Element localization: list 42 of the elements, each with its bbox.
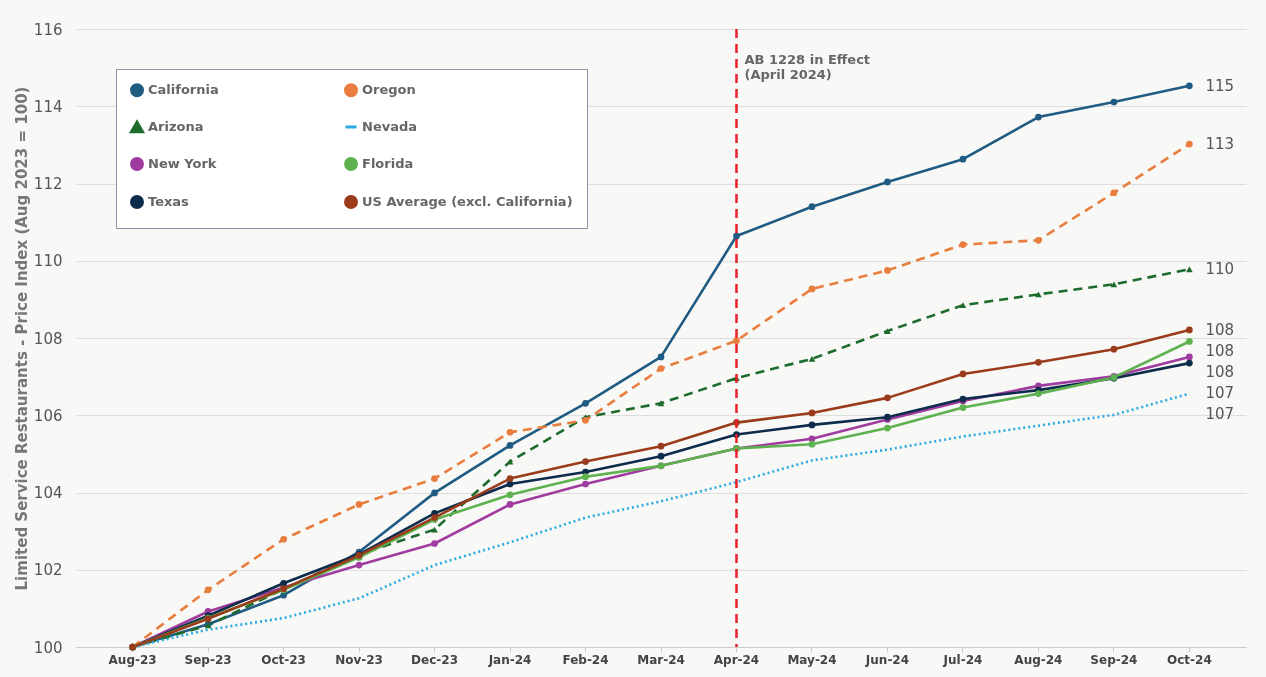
data-label: 110 [1205,260,1235,279]
y-tick-label: 110 [33,252,63,271]
x-tick-label: Dec-23 [411,652,458,667]
y-tick-label: 104 [33,484,63,502]
x-tick-label: Jul-24 [942,652,983,667]
y-tick-label: 116 [33,20,63,39]
data-label: 113 [1205,135,1235,154]
y-tick-label: 108 [33,329,63,348]
legend-label: US Average (excl. California) [362,194,573,209]
y-tick-label: 114 [33,97,63,116]
legend-label: Oregon [362,82,416,98]
x-tick-label: Nov-23 [335,652,383,667]
x-tick-label: Oct-23 [261,652,306,667]
x-tick-label: Jan-24 [487,652,532,667]
data-label: 108 [1205,362,1235,381]
x-tick-label: Sep-23 [184,652,232,667]
x-tick-label: Jun-24 [864,652,910,667]
legend-label: Texas [148,194,190,209]
x-tick-label: Aug-23 [108,652,157,667]
ref-line-label: AB 1228 in Effect (April 2024) [744,51,871,82]
data-label: 107 [1205,404,1235,423]
x-tick-label: Mar-24 [637,652,685,667]
y-tick-label: 102 [33,561,63,580]
x-tick-label: Oct-24 [1167,652,1212,667]
data-label: 107 [1205,383,1235,402]
x-tick-label: Sep-24 [1090,652,1138,667]
legend-label: Arizona [148,119,204,134]
legend-label: Nevada [362,119,418,134]
legend-label: New York [148,156,217,171]
y-tick-label: 112 [33,175,63,193]
legend-label: Florida [362,156,414,171]
y-axis-title: Limited Service Restaurants - Price Index (Aug 2023 = 100) [12,86,31,591]
y-tick-label: 100 [33,638,63,657]
x-tick-label: May-24 [787,652,837,667]
x-tick-label: Apr-24 [713,652,760,667]
data-label: 108 [1205,320,1235,339]
y-tick-label: 106 [33,406,63,425]
legend-label: California [148,82,219,98]
data-label: 108 [1205,341,1235,360]
x-tick-label: Feb-24 [562,652,609,667]
x-tick-label: Aug-24 [1014,652,1063,667]
data-label: 115 [1205,76,1235,95]
